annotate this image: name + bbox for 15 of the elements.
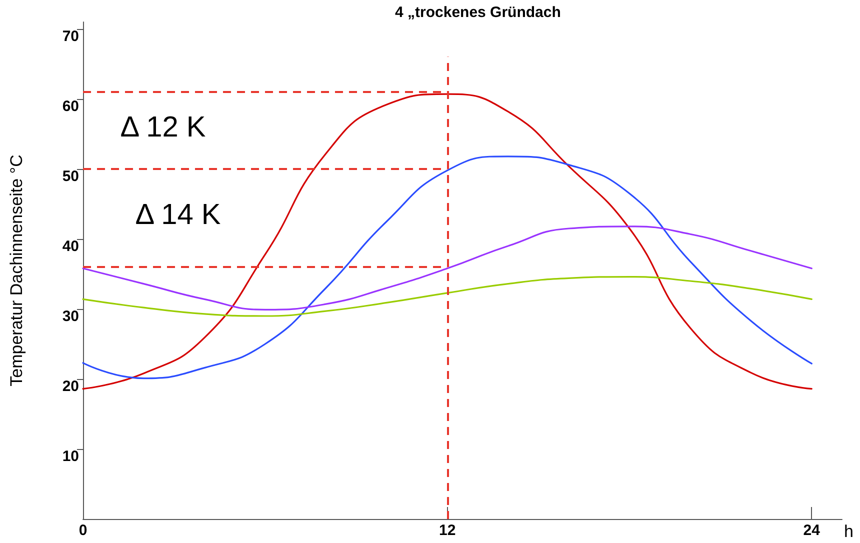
chart-title: 4 „trockenes Gründach: [395, 4, 561, 21]
y-tick-label: 50: [62, 168, 79, 185]
y-tick-label: 20: [62, 378, 79, 395]
y-tick-label: 70: [62, 28, 79, 45]
y-tick-label: 60: [62, 98, 79, 115]
x-tick-label: 0: [78, 522, 88, 539]
y-tick-label: 40: [62, 238, 79, 255]
x-tick-label: 12: [438, 522, 456, 539]
x-tick-label: 24: [803, 522, 821, 539]
y-tick-label: 30: [62, 308, 79, 325]
annotation: Δ 12 K: [120, 112, 206, 144]
y-axis-title: Temperatur Dachinnenseite °C: [7, 154, 26, 386]
x-axis-title: h: [844, 522, 854, 541]
y-tick-label: 10: [62, 448, 79, 465]
annotation: Δ 14 K: [135, 199, 222, 231]
